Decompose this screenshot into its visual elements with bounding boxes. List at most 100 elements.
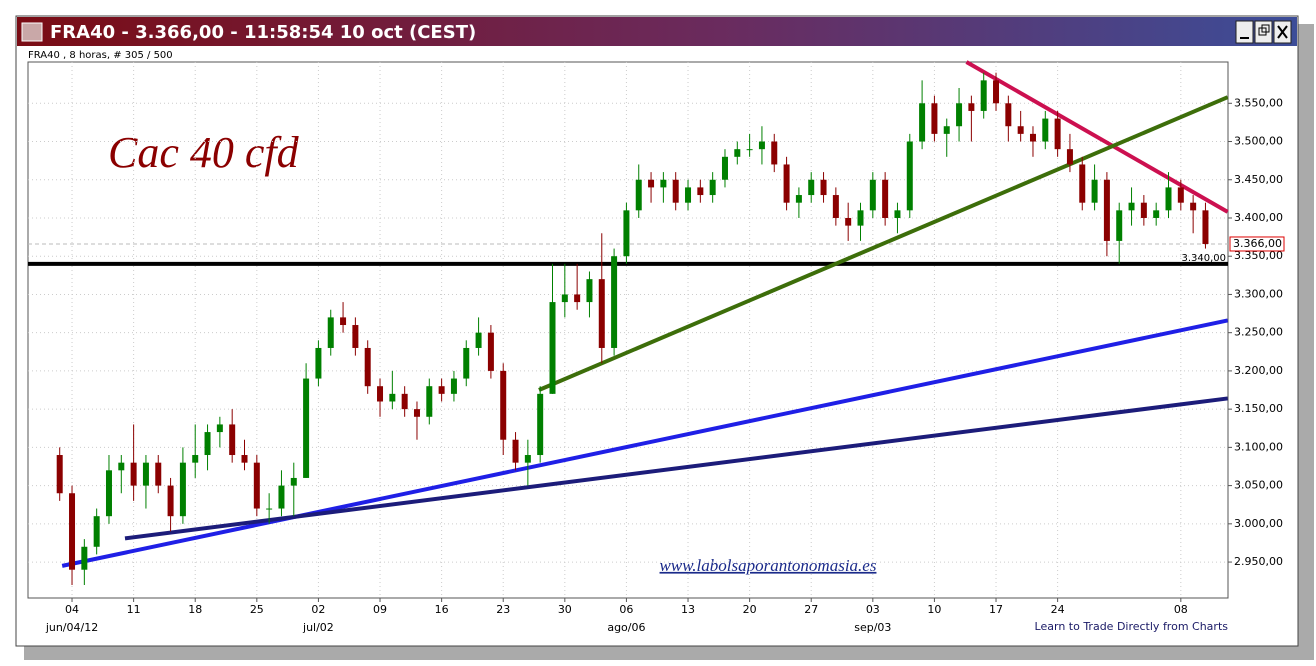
plot-area bbox=[27, 61, 1229, 599]
candle-body bbox=[635, 179, 642, 211]
x-tick-label: 18 bbox=[188, 603, 202, 616]
candle-body bbox=[1091, 179, 1098, 203]
support-label: 3.340,00 bbox=[1181, 253, 1226, 264]
x-tick-label: 20 bbox=[743, 603, 757, 616]
candle-body bbox=[611, 256, 618, 348]
candle-body bbox=[155, 462, 162, 486]
candle-body bbox=[832, 195, 839, 218]
candle-body bbox=[660, 179, 667, 188]
candle-body bbox=[919, 103, 926, 142]
trendline bbox=[61, 318, 1229, 568]
month-label: ago/06 bbox=[607, 621, 645, 634]
candle-body bbox=[56, 455, 63, 494]
title-bar bbox=[17, 17, 1297, 46]
x-tick-label: 27 bbox=[804, 603, 818, 616]
candle-body bbox=[894, 210, 901, 218]
candle-body bbox=[1116, 210, 1123, 241]
last-price-box bbox=[1229, 236, 1285, 252]
candle-body bbox=[623, 210, 630, 257]
candle-body bbox=[303, 378, 310, 478]
candle-body bbox=[685, 187, 692, 203]
candle-body bbox=[993, 80, 1000, 104]
x-tick-label: 08 bbox=[1174, 603, 1188, 616]
candle-body bbox=[167, 485, 174, 517]
candle-body bbox=[734, 149, 741, 157]
month-label: jun/04/12 bbox=[45, 621, 98, 634]
candle-body bbox=[524, 455, 531, 463]
y-tick-label: 3.500,00 bbox=[1234, 135, 1283, 148]
candle-body bbox=[389, 393, 396, 402]
candle-body bbox=[266, 508, 273, 510]
y-tick-label: 3.450,00 bbox=[1234, 173, 1283, 186]
y-tick-label: 3.150,00 bbox=[1234, 402, 1283, 415]
x-tick-label: 06 bbox=[619, 603, 633, 616]
x-tick-label: 02 bbox=[311, 603, 325, 616]
candle-body bbox=[1128, 202, 1135, 211]
candle-body bbox=[192, 455, 199, 463]
candle-body bbox=[290, 477, 297, 486]
candle-body bbox=[487, 332, 494, 371]
candle-body bbox=[1005, 103, 1012, 127]
candle-body bbox=[672, 179, 679, 203]
candle-body bbox=[721, 156, 728, 180]
candle-body bbox=[537, 393, 544, 456]
candle-body bbox=[1103, 179, 1110, 241]
x-tick-label: 11 bbox=[127, 603, 141, 616]
x-tick-label: 13 bbox=[681, 603, 695, 616]
y-tick-label: 2.950,00 bbox=[1234, 555, 1283, 568]
candle-body bbox=[413, 409, 420, 417]
window-icon[interactable] bbox=[21, 22, 43, 42]
candle-body bbox=[820, 179, 827, 196]
y-tick-label: 3.550,00 bbox=[1234, 96, 1283, 109]
candle-body bbox=[130, 462, 137, 486]
candle-body bbox=[352, 325, 359, 348]
candle-body bbox=[1140, 202, 1147, 218]
candle-body bbox=[364, 347, 371, 387]
x-tick-label: 30 bbox=[558, 603, 572, 616]
last-price-label: 3.366,00 bbox=[1233, 237, 1282, 250]
y-tick-label: 3.300,00 bbox=[1234, 287, 1283, 300]
candle-body bbox=[857, 210, 864, 226]
candle-body bbox=[315, 347, 322, 379]
candle-body bbox=[1177, 187, 1184, 203]
candle-body bbox=[512, 439, 519, 463]
y-tick-label: 3.250,00 bbox=[1234, 326, 1283, 339]
y-tick-label: 3.200,00 bbox=[1234, 364, 1283, 377]
candle-body bbox=[1079, 164, 1086, 203]
candle-body bbox=[1042, 118, 1049, 142]
candle-body bbox=[1054, 118, 1061, 150]
candle-body bbox=[500, 370, 507, 440]
candle-body bbox=[845, 217, 852, 226]
candle-body bbox=[81, 546, 88, 570]
candle-body bbox=[598, 279, 605, 348]
candle-body bbox=[906, 141, 913, 211]
candle-body bbox=[463, 347, 470, 379]
y-tick-label: 3.350,00 bbox=[1234, 249, 1283, 262]
candle-body bbox=[980, 80, 987, 111]
window-title: FRA40 - 3.366,00 - 11:58:54 10 oct (CEST… bbox=[50, 22, 476, 43]
footer-link[interactable]: Learn to Trade Directly from Charts bbox=[1035, 620, 1229, 633]
candle-body bbox=[795, 195, 802, 203]
x-tick-label: 16 bbox=[435, 603, 449, 616]
candle-body bbox=[216, 424, 223, 433]
x-tick-label: 03 bbox=[866, 603, 880, 616]
x-tick-label: 10 bbox=[927, 603, 941, 616]
watermark[interactable]: www.labolsaporantonomasia.es bbox=[660, 556, 877, 575]
window-buttons[interactable] bbox=[1235, 20, 1292, 44]
month-label: jul/02 bbox=[302, 621, 334, 634]
candle-body bbox=[1190, 202, 1197, 211]
candle-body bbox=[1066, 149, 1073, 165]
candle-body bbox=[697, 187, 704, 196]
x-tick-label: 24 bbox=[1051, 603, 1065, 616]
candle-body bbox=[327, 317, 334, 348]
x-tick-label: 09 bbox=[373, 603, 387, 616]
candle-body bbox=[758, 141, 765, 150]
candle-body bbox=[561, 294, 568, 303]
candle-body bbox=[1153, 210, 1160, 218]
candle-body bbox=[401, 393, 408, 410]
candle-body bbox=[1202, 210, 1209, 244]
candle-body bbox=[869, 179, 876, 211]
candle-body bbox=[648, 179, 655, 188]
y-tick-label: 3.400,00 bbox=[1234, 211, 1283, 224]
candle-body bbox=[377, 386, 384, 402]
